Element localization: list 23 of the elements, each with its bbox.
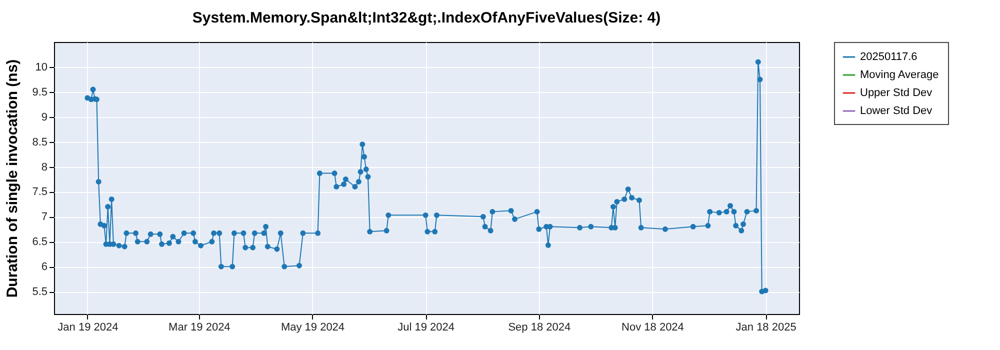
legend-label: Upper Std Dev bbox=[860, 87, 933, 99]
legend-label: Lower Std Dev bbox=[860, 105, 933, 117]
y-tick-label: 10 bbox=[35, 61, 48, 74]
y-tick-label: 9.5 bbox=[32, 86, 48, 98]
legend-label: 20250117.6 bbox=[860, 51, 918, 63]
y-tick-label: 7.5 bbox=[32, 186, 48, 198]
y-tick-label: 6 bbox=[41, 261, 48, 274]
x-tick-label: Jul 19 2024 bbox=[398, 322, 455, 334]
x-tick-label: Nov 18 2024 bbox=[622, 322, 684, 334]
y-tick-label: 6.5 bbox=[32, 236, 48, 248]
x-tick-label: Jan 19 2024 bbox=[58, 322, 118, 334]
y-axis-title: Duration of single invocation (ns) bbox=[4, 59, 22, 298]
x-tick-label: Sep 18 2024 bbox=[508, 322, 571, 334]
legend-label: Moving Average bbox=[860, 69, 939, 81]
chart-title: System.Memory.Span&lt;Int32&gt;.IndexOfAnyFiveValues(Size: 4) bbox=[192, 10, 661, 26]
y-tick-label: 8.5 bbox=[32, 136, 48, 148]
x-tick-label: Jan 18 2025 bbox=[736, 322, 796, 334]
y-tick-label: 7 bbox=[41, 211, 48, 224]
x-tick-label: May 19 2024 bbox=[280, 322, 345, 334]
y-tick-label: 8 bbox=[41, 161, 48, 174]
y-tick-label: 5.5 bbox=[32, 286, 48, 298]
x-tick-label: Mar 19 2024 bbox=[168, 322, 230, 334]
y-tick-label: 9 bbox=[41, 111, 48, 124]
